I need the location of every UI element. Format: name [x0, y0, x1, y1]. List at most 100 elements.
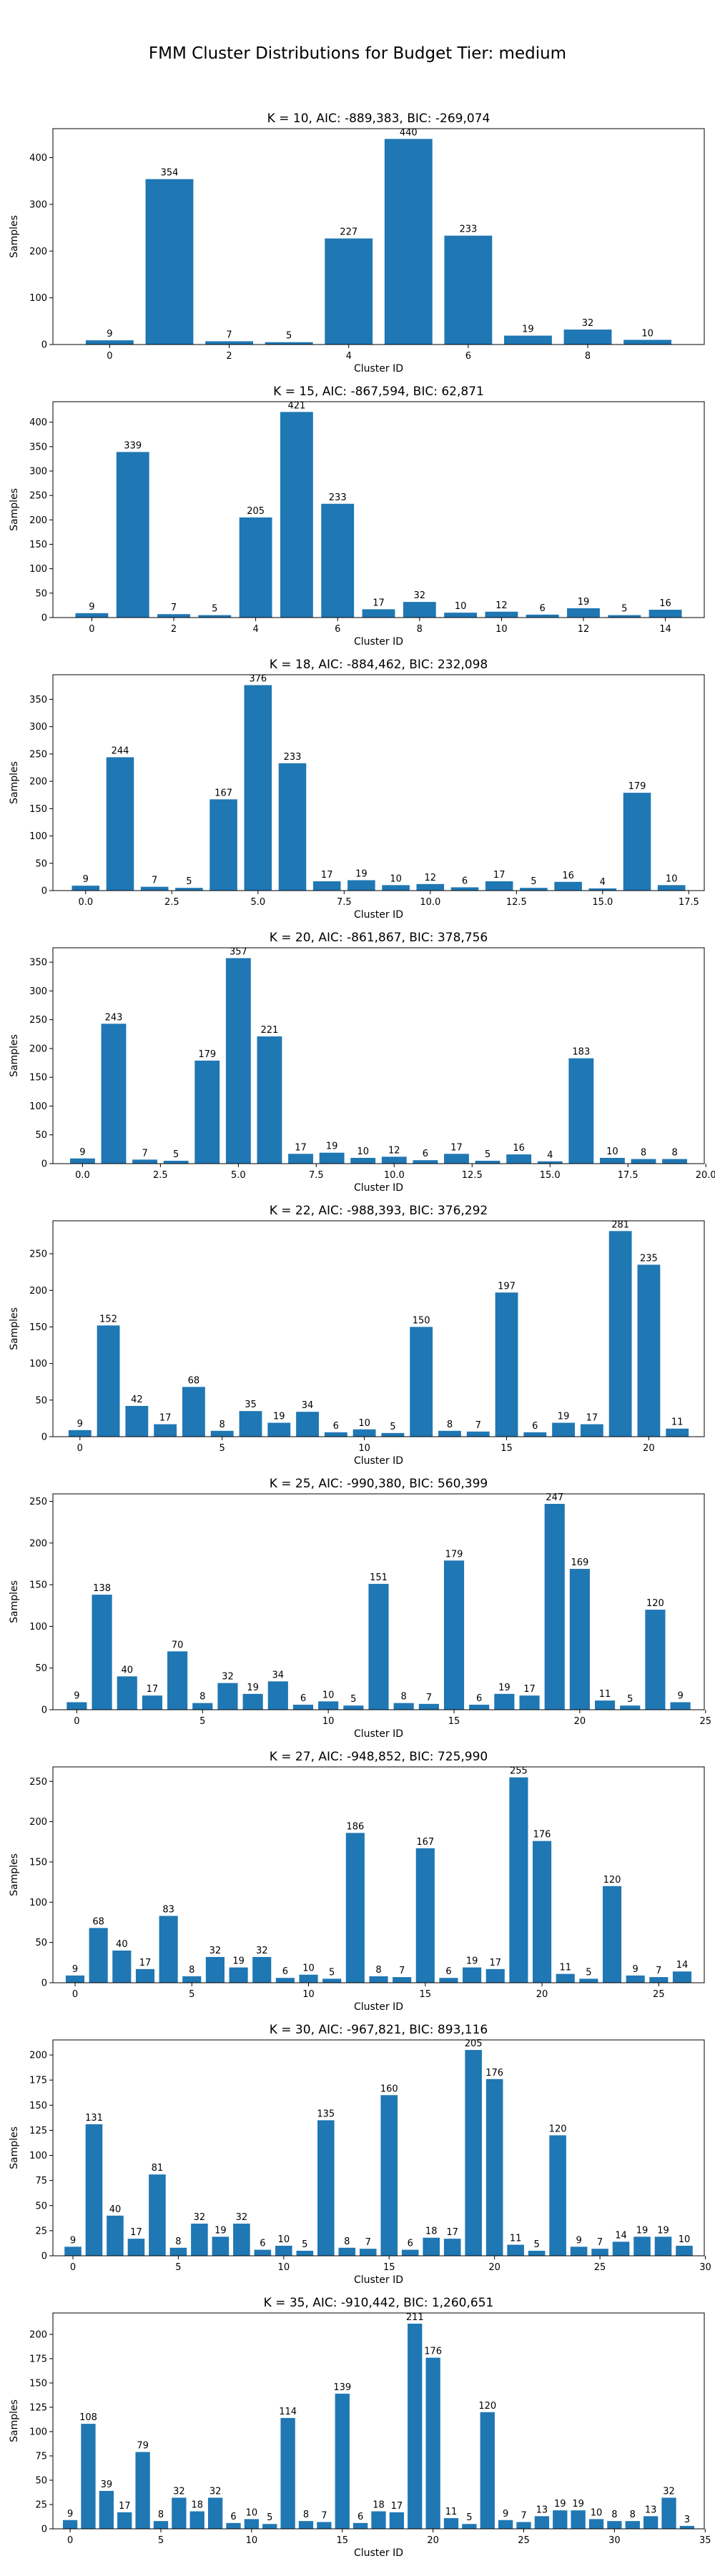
bar	[520, 888, 548, 891]
bar	[318, 1701, 339, 1710]
bar	[537, 1161, 563, 1164]
bar-value-label: 42	[131, 1394, 143, 1405]
bar	[319, 1152, 345, 1164]
bar	[359, 2249, 377, 2256]
bar-value-label: 221	[261, 1025, 279, 1036]
y-tick-label: 200	[29, 777, 47, 788]
bar	[475, 1160, 500, 1164]
bar-value-label: 169	[571, 1557, 588, 1568]
bar	[415, 1848, 435, 1983]
x-tick-label: 25	[653, 1989, 665, 2000]
x-tick-label: 0	[70, 2262, 76, 2273]
bar	[465, 2050, 482, 2256]
x-tick-label: 8	[585, 351, 591, 362]
bar-value-label: 12	[388, 1145, 400, 1156]
bar	[544, 1503, 565, 1710]
axes-frame	[52, 401, 705, 618]
bar	[608, 615, 641, 618]
chart-5: K = 22, AIC: -988,393, BIC: 376,292 9 152 4…	[9, 1204, 705, 1467]
bar-value-label: 9	[79, 1147, 85, 1158]
bar	[469, 1705, 490, 1710]
bar	[519, 1695, 540, 1710]
y-axis-label: Samples	[9, 215, 20, 258]
chart-3: K = 18, AIC: -884,462, BIC: 232,098 9 244 7…	[9, 658, 705, 921]
bar-value-label: 81	[152, 2163, 164, 2174]
bar-value-label: 176	[485, 2068, 503, 2079]
y-tick-label: 75	[35, 2176, 47, 2186]
bar-value-label: 5	[390, 1422, 395, 1432]
bar	[321, 503, 355, 618]
bar-value-label: 135	[317, 2109, 335, 2119]
chart-9: K = 35, AIC: -910,442, BIC: 1,260,651 9 10…	[9, 2296, 711, 2559]
bar-value-label: 8	[175, 2236, 181, 2247]
chart-title: K = 15, AIC: -867,594, BIC: 62,871	[273, 385, 484, 399]
bar	[233, 2224, 250, 2256]
bar-value-label: 40	[109, 2204, 122, 2215]
bar	[262, 2524, 277, 2529]
y-tick-label: 350	[29, 442, 47, 452]
bar	[504, 335, 552, 345]
bar-value-label: 8	[671, 1148, 677, 1159]
bar-value-label: 16	[562, 871, 574, 881]
bar	[570, 2246, 588, 2256]
chart-title: K = 18, AIC: -884,462, BIC: 232,098	[270, 658, 488, 672]
bar-value-label: 19	[273, 1412, 285, 1422]
y-tick-label: 125	[29, 2126, 47, 2136]
bar	[568, 1058, 594, 1164]
bar-value-label: 17	[493, 870, 506, 881]
bar	[362, 609, 395, 618]
bar-value-label: 150	[413, 1315, 430, 1326]
bar-value-label: 34	[302, 1400, 314, 1411]
y-tick-label: 50	[35, 858, 47, 869]
x-axis-label: Cluster ID	[354, 1728, 403, 1740]
bar-value-label: 6	[445, 1966, 451, 1977]
bar-value-label: 152	[99, 1314, 117, 1324]
bar-value-label: 17	[139, 1958, 152, 1968]
y-tick-label: 175	[29, 2076, 47, 2086]
bar	[275, 2245, 292, 2256]
bar-value-label: 17	[391, 2501, 403, 2512]
chart-title: K = 10, AIC: -889,383, BIC: -269,074	[267, 112, 490, 126]
bar-value-label: 40	[116, 1939, 128, 1950]
bar	[523, 1432, 547, 1437]
bar-value-label: 5	[267, 2512, 272, 2523]
bar-value-label: 6	[333, 1421, 339, 1432]
bar	[495, 1292, 518, 1437]
y-tick-label: 200	[29, 1538, 47, 1549]
bar-value-label: 9	[677, 1691, 683, 1702]
y-tick-label: 300	[29, 199, 47, 210]
y-tick-label: 200	[29, 1817, 47, 1828]
axes-frame	[52, 674, 705, 891]
y-tick-label: 200	[29, 1044, 47, 1054]
x-tick-label: 0	[107, 351, 112, 362]
bar	[267, 1422, 291, 1437]
bar	[106, 757, 134, 891]
bar	[480, 2412, 495, 2529]
bar-value-label: 6	[358, 2512, 363, 2522]
bar-value-label: 354	[161, 168, 179, 179]
bar-value-label: 10	[278, 2234, 290, 2245]
bar-value-label: 176	[533, 1830, 551, 1841]
bar	[462, 2524, 477, 2529]
bar	[368, 1583, 389, 1710]
y-tick-label: 0	[41, 340, 47, 351]
bar	[135, 2452, 150, 2529]
x-tick-label: 20	[427, 2535, 439, 2546]
bar-value-label: 10	[641, 328, 654, 339]
y-tick-label: 350	[29, 958, 47, 969]
bar-value-label: 11	[671, 1417, 684, 1428]
y-tick-label: 50	[35, 1395, 47, 1406]
bar	[507, 2244, 524, 2256]
bar	[239, 1411, 262, 1437]
x-axis-label: Cluster ID	[354, 363, 403, 375]
bar	[298, 2521, 314, 2529]
chart-2: K = 15, AIC: -867,594, BIC: 62,871 9 339 7 5…	[9, 385, 705, 648]
bar-value-label: 183	[572, 1047, 590, 1058]
bar-value-label: 19	[355, 868, 368, 879]
bar-value-label: 5	[586, 1967, 591, 1978]
bar-value-label: 32	[663, 2486, 675, 2497]
bar	[191, 2224, 208, 2256]
bar	[670, 1702, 691, 1710]
y-tick-label: 200	[29, 2051, 47, 2061]
x-tick-label: 15	[448, 1716, 460, 1727]
